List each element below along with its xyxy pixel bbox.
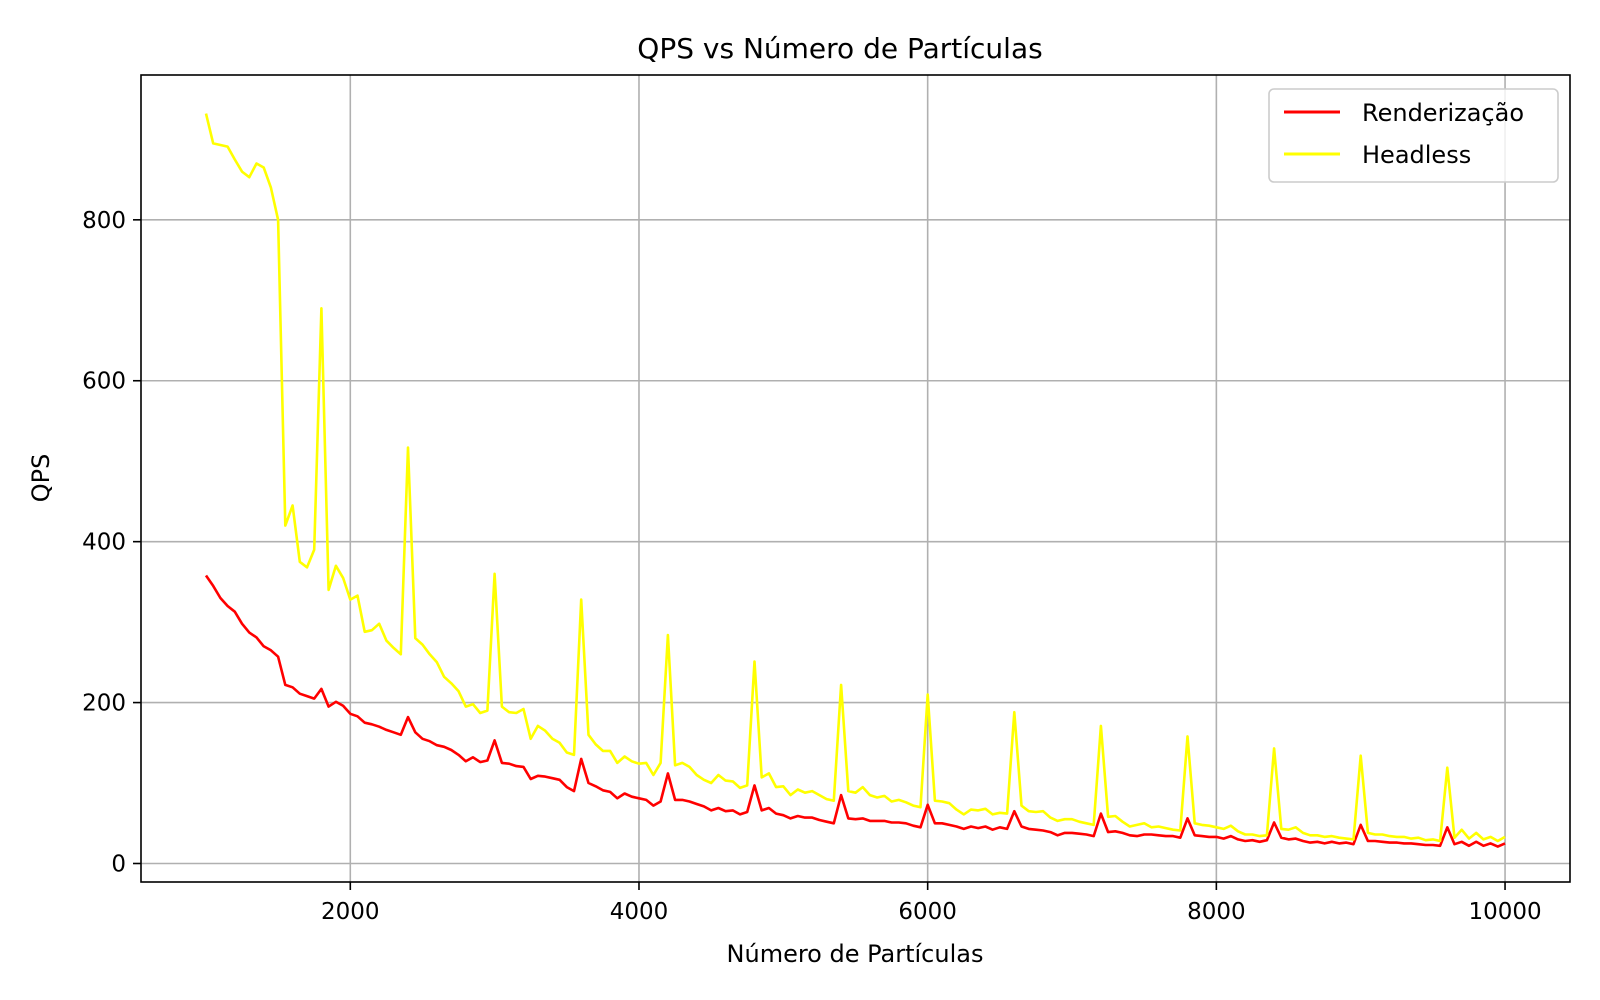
legend: Renderização Headless <box>1268 88 1559 183</box>
series-line-renderizacao <box>204 574 1506 848</box>
x-tick-label: 6000 <box>898 899 957 925</box>
x-tick-label: 4000 <box>610 899 669 925</box>
y-tick-label: 0 <box>111 851 126 877</box>
series-line-headless <box>204 113 1506 843</box>
series-lines <box>204 113 1506 848</box>
y-tick-label: 200 <box>82 691 126 717</box>
y-tick-label: 400 <box>82 530 126 556</box>
legend-label-headless: Headless <box>1362 141 1471 169</box>
legend-box <box>1268 88 1559 183</box>
plot-frame <box>140 74 1571 883</box>
x-tick-label: 2000 <box>321 899 380 925</box>
x-tick-label: 10000 <box>1468 899 1541 925</box>
y-tick-label: 600 <box>82 369 126 395</box>
axis-ticks: 2000 4000 6000 8000 10000 0 200 400 600 800 <box>82 208 1542 925</box>
grid-lines <box>141 75 1570 882</box>
legend-label-renderizacao: Renderização <box>1362 99 1524 127</box>
x-axis-label: Número de Partículas <box>727 940 984 968</box>
x-tick-label: 8000 <box>1187 899 1246 925</box>
y-axis-label: QPS <box>27 454 55 503</box>
chart-title: QPS vs Número de Partículas <box>637 32 1042 65</box>
y-tick-label: 800 <box>82 208 126 234</box>
